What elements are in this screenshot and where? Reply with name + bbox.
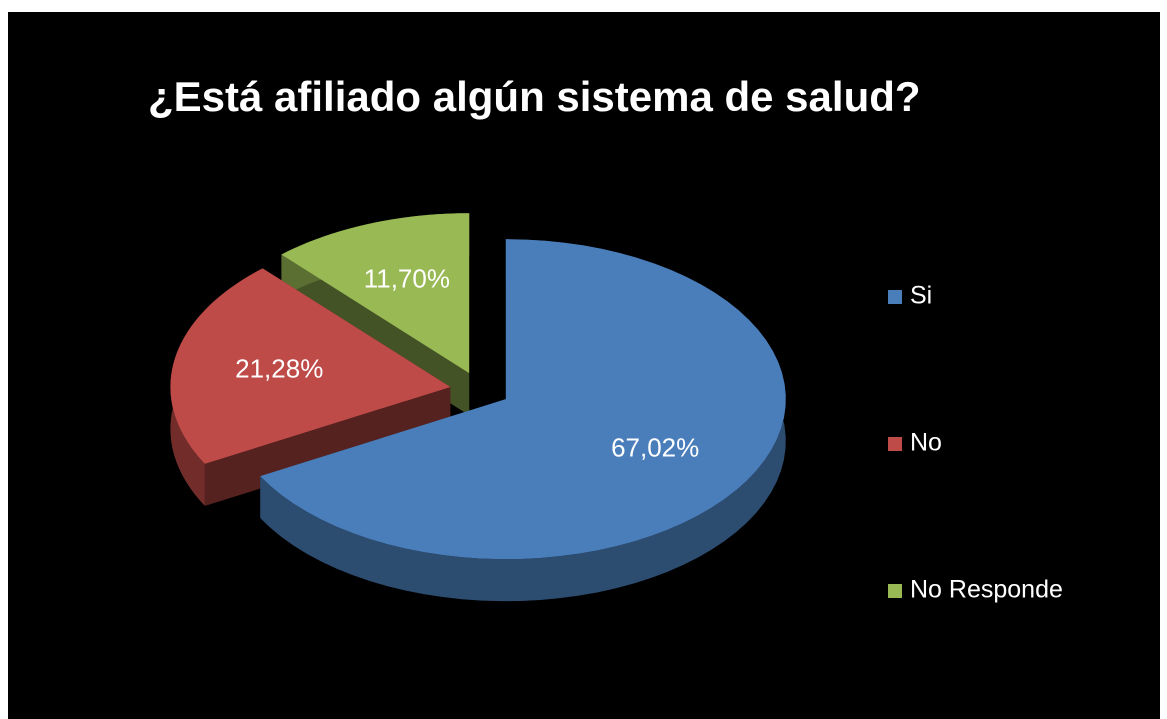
slice-top bbox=[260, 239, 786, 560]
chart-title: ¿Está afiliado algún sistema de salud? bbox=[148, 73, 921, 120]
slice-wall bbox=[281, 213, 470, 416]
legend-label: No Responde bbox=[910, 576, 1063, 604]
pie-slice bbox=[260, 239, 786, 602]
data-label: 67,02% bbox=[611, 433, 699, 463]
legend-label: No bbox=[910, 429, 942, 457]
data-label: 11,70% bbox=[364, 264, 450, 294]
data-label: 21,28% bbox=[235, 353, 323, 383]
slice-top bbox=[281, 213, 470, 374]
legend-label: Si bbox=[910, 282, 932, 310]
legend-swatch bbox=[888, 437, 902, 451]
legend-swatch bbox=[888, 584, 902, 598]
pie-slice bbox=[281, 213, 470, 416]
legend-swatch bbox=[888, 290, 902, 304]
slice-top bbox=[170, 268, 451, 464]
